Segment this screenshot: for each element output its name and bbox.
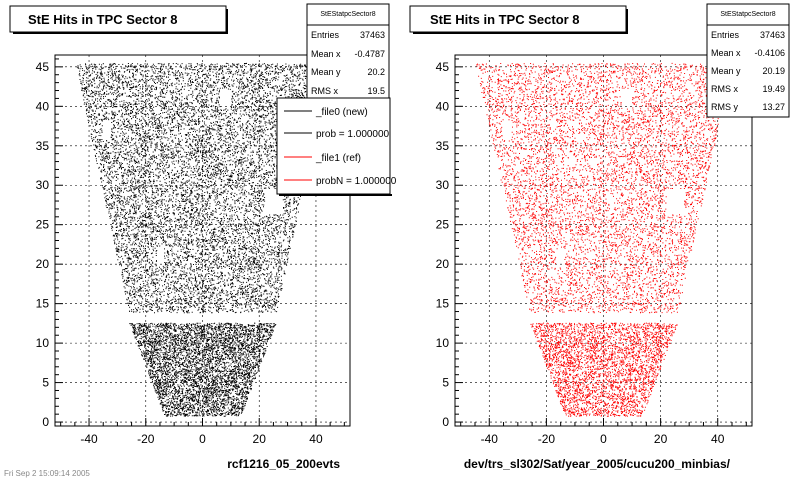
y-tick-label: 30 bbox=[36, 178, 50, 192]
x-tick-label: -40 bbox=[80, 432, 98, 446]
hits-left bbox=[76, 62, 331, 417]
legend: _file0 (new) prob = 1.000000 _file1 (ref… bbox=[276, 97, 397, 196]
stats-label: Mean x bbox=[311, 49, 341, 59]
y-tick-label: 0 bbox=[442, 415, 449, 429]
stats-box-left: StEStatpcSector8 Entries 37463 Mean x -0… bbox=[306, 3, 390, 103]
y-tick-label: 30 bbox=[436, 178, 450, 192]
x-tick-label: 40 bbox=[711, 432, 725, 446]
legend-label: probN = 1.000000 bbox=[316, 176, 397, 187]
stats-value: 19.5 bbox=[367, 86, 385, 96]
stats-label: Entries bbox=[311, 30, 340, 40]
chart-title-right: StE Hits in TPC Sector 8 bbox=[430, 12, 580, 27]
x-tick-label: -20 bbox=[137, 432, 155, 446]
y-tick-label: 20 bbox=[36, 257, 50, 271]
chart-title-left: StE Hits in TPC Sector 8 bbox=[28, 12, 178, 27]
stats-value: 37463 bbox=[760, 30, 785, 40]
stats-title-left: StEStatpcSector8 bbox=[320, 11, 375, 18]
stats-value: 20.2 bbox=[367, 67, 385, 77]
footer-timestamp: Fri Sep 2 15:09:14 2005 bbox=[4, 469, 90, 478]
stats-value: 13.27 bbox=[762, 102, 785, 112]
stats-title-right: StEStatpcSector8 bbox=[720, 11, 775, 18]
x-tick-label: 0 bbox=[199, 432, 206, 446]
y-tick-label: 0 bbox=[42, 415, 49, 429]
stats-label: Mean y bbox=[311, 67, 341, 77]
y-tick-label: 10 bbox=[36, 336, 50, 350]
y-tick-label: 10 bbox=[436, 336, 450, 350]
x-tick-label: 20 bbox=[253, 432, 267, 446]
legend-label: prob = 1.000000 bbox=[316, 129, 390, 140]
stats-label: Mean y bbox=[711, 66, 741, 76]
axes-right: -40 -20 0 20 40 0 5 10 15 20 25 30 35 40 45 bbox=[436, 58, 747, 446]
pad-right: -40 -20 0 20 40 0 5 10 15 20 25 30 35 40 45 StE Hits i… bbox=[409, 5, 753, 471]
stats-label: RMS y bbox=[711, 102, 739, 112]
y-tick-label: 5 bbox=[442, 376, 449, 390]
hit-points bbox=[476, 62, 731, 417]
stats-label: Mean x bbox=[711, 48, 741, 58]
pad-left: -40 -20 0 20 40 0 5 10 15 20 25 30 35 40 45 StE Hits i… bbox=[9, 5, 351, 471]
stats-box-right: StEStatpcSector8 Entries 37463 Mean x -0… bbox=[706, 3, 790, 118]
x-label-left: rcf1216_05_200evts bbox=[227, 457, 340, 471]
y-tick-label: 15 bbox=[436, 297, 450, 311]
y-tick-label: 5 bbox=[42, 376, 49, 390]
y-tick-label: 45 bbox=[36, 60, 50, 74]
hits-right bbox=[476, 62, 731, 417]
y-tick-label: 15 bbox=[36, 297, 50, 311]
y-tick-label: 40 bbox=[436, 99, 450, 113]
hit-points bbox=[76, 62, 331, 417]
legend-label: _file0 (new) bbox=[315, 107, 368, 118]
x-tick-label: -40 bbox=[481, 432, 499, 446]
stats-value: 37463 bbox=[360, 30, 385, 40]
y-tick-label: 20 bbox=[436, 257, 450, 271]
y-tick-label: 45 bbox=[436, 60, 450, 74]
x-label-right: dev/trs_sl302/Sat/year_2005/cucu200_minb… bbox=[464, 457, 731, 471]
title-box-right bbox=[409, 5, 627, 33]
y-tick-label: 25 bbox=[36, 218, 50, 232]
y-tick-label: 40 bbox=[36, 99, 50, 113]
y-tick-label: 25 bbox=[436, 218, 450, 232]
x-tick-label: -20 bbox=[538, 432, 556, 446]
x-tick-label: 0 bbox=[600, 432, 607, 446]
stats-label: Entries bbox=[711, 30, 740, 40]
stats-label: RMS x bbox=[311, 86, 339, 96]
stats-value: -0.4106 bbox=[754, 48, 785, 58]
stats-value: -0.4787 bbox=[354, 49, 385, 59]
x-tick-label: 20 bbox=[654, 432, 668, 446]
stats-value: 19.49 bbox=[762, 84, 785, 94]
y-tick-label: 35 bbox=[436, 139, 450, 153]
axes-left: -40 -20 0 20 40 0 5 10 15 20 25 30 35 40 45 bbox=[36, 58, 345, 446]
stats-value: 20.19 bbox=[762, 66, 785, 76]
y-tick-label: 35 bbox=[36, 139, 50, 153]
stats-label: RMS x bbox=[711, 84, 739, 94]
legend-label: _file1 (ref) bbox=[315, 153, 361, 164]
x-tick-label: 40 bbox=[309, 432, 323, 446]
